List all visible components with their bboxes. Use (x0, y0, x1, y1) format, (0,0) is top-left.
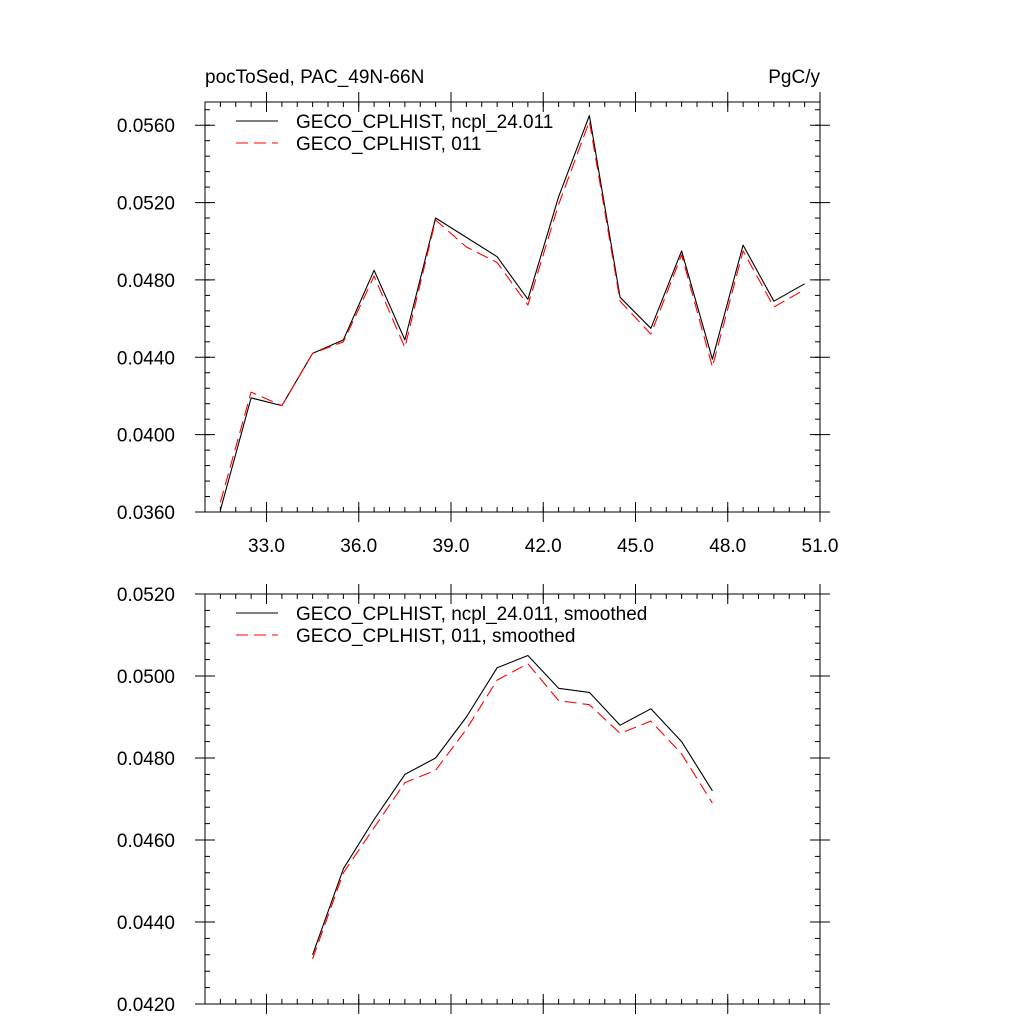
bottom-chart-panel: 0.0420 0.0440 0.0460 0.0480 0.0500 0.0520 GECO… (117, 584, 830, 1016)
y-tick-label: 0.0440 (117, 913, 175, 934)
y-tick-label: 0.0360 (117, 503, 175, 524)
y-tick-label: 0.0420 (117, 995, 175, 1016)
y-tick-label: 0.0460 (117, 831, 175, 852)
y-tick-label: 0.0520 (117, 194, 175, 215)
legend-label-1: GECO_CPLHIST, ncpl_24.011, smoothed (296, 604, 647, 625)
legend-label-2: GECO_CPLHIST, 011, smoothed (296, 626, 576, 647)
top-chart-panel: pocToSed, PAC_49N-66N PgC/y 33.0 36.0 39.0… (117, 67, 839, 557)
y-tick-label: 0.0480 (117, 271, 175, 292)
legend-label-1: GECO_CPLHIST, ncpl_24.011 (296, 112, 553, 133)
x-tick-label: 48.0 (709, 536, 746, 557)
series-line-1 (219, 114, 805, 511)
y-tick-label: 0.0400 (117, 426, 175, 447)
y-tick-label: 0.0560 (117, 116, 175, 137)
legend-label-2: GECO_CPLHIST, 011 (296, 134, 482, 155)
x-tick-label: 39.0 (433, 536, 470, 557)
x-tick-label: 45.0 (617, 536, 654, 557)
top-chart-title: pocToSed, PAC_49N-66N (205, 67, 424, 88)
series-line-1 (312, 654, 713, 955)
top-chart-units: PgC/y (768, 67, 820, 88)
y-tick-label: 0.0480 (117, 749, 175, 770)
x-tick-label: 36.0 (340, 536, 377, 557)
series-line-2 (219, 120, 805, 503)
x-tick-label: 51.0 (802, 536, 839, 557)
y-tick-label: 0.0520 (117, 585, 175, 606)
x-tick-label: 42.0 (525, 536, 562, 557)
x-tick-label: 33.0 (248, 536, 285, 557)
series-line-2 (312, 663, 713, 960)
y-tick-label: 0.0500 (117, 667, 175, 688)
y-tick-label: 0.0440 (117, 348, 175, 369)
plot-frame (204, 593, 821, 1005)
